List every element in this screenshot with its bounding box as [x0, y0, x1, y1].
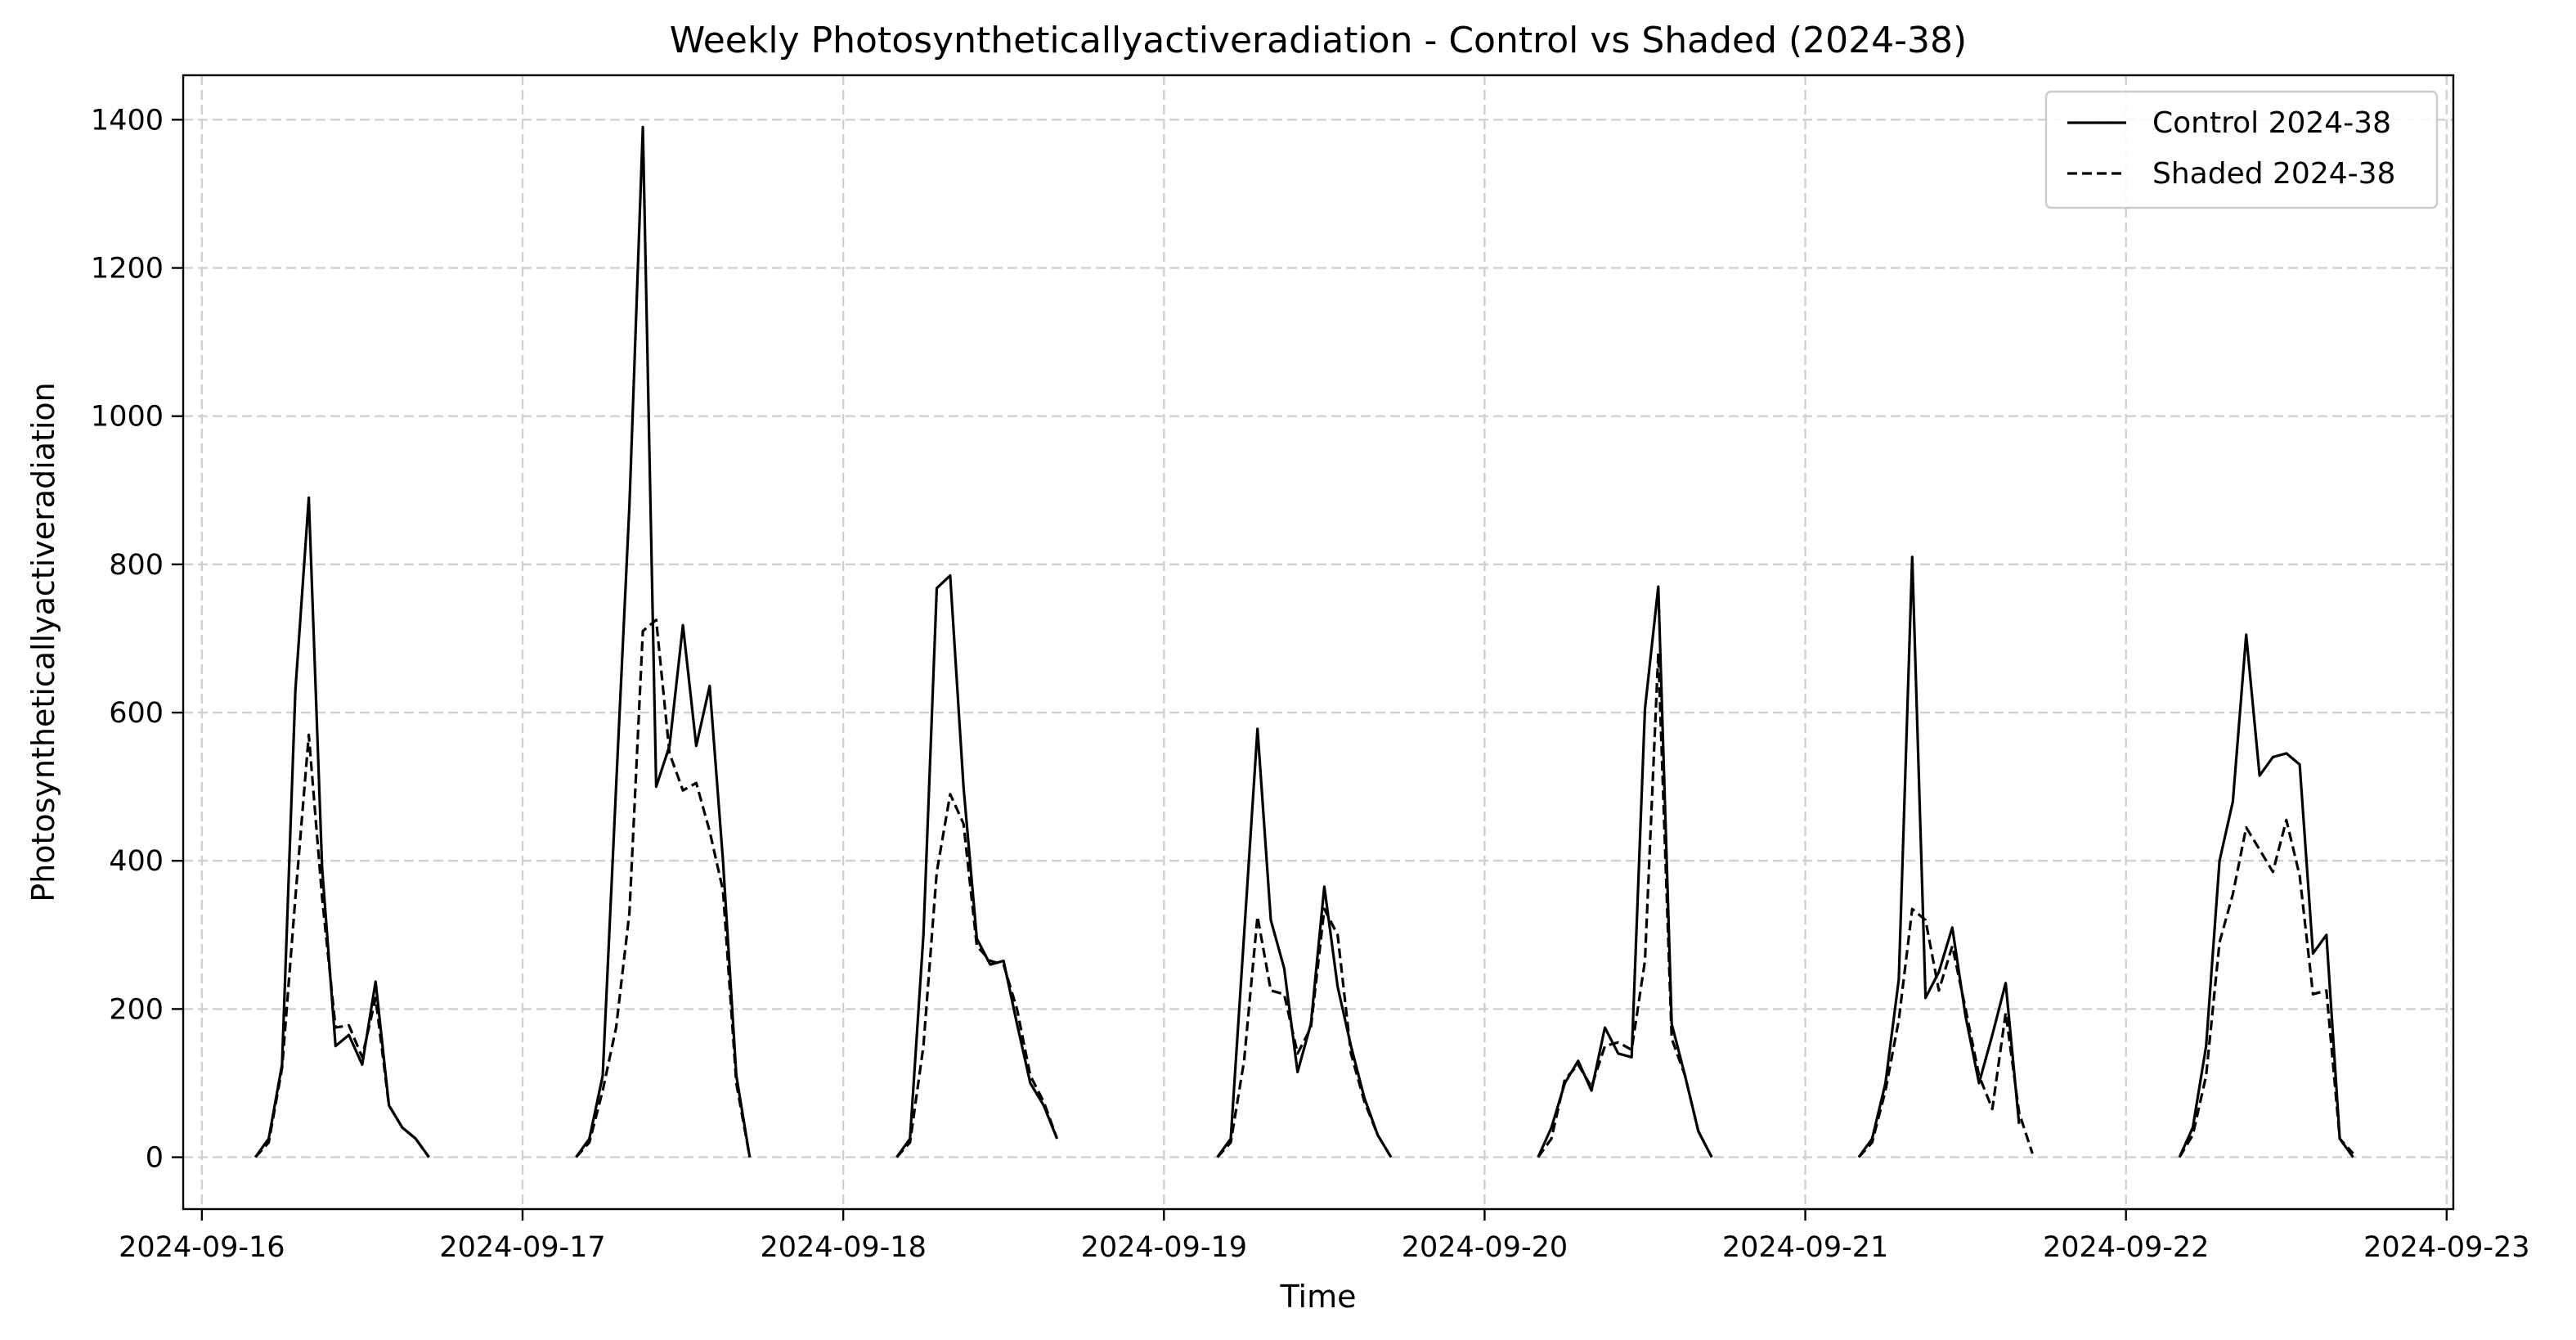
y-axis-label: Photosyntheticallyactiveradiation [25, 382, 61, 902]
x-tick-label: 2024-09-18 [760, 1231, 926, 1264]
series-line-segment [254, 733, 430, 1158]
chart-title: Weekly Photosyntheticallyactiveradiation… [670, 20, 1967, 61]
legend-label-shaded: Shaded 2024-38 [2152, 157, 2395, 191]
x-tick-label: 2024-09-19 [1081, 1231, 1247, 1264]
x-tick-label: 2024-09-23 [2363, 1231, 2529, 1264]
series-line-segment [575, 618, 752, 1158]
series-line-segment [1537, 651, 1713, 1158]
x-axis: 2024-09-16 2024-09-17 2024-09-18 2024-09-19… [119, 1209, 2530, 1264]
plot-frame [182, 74, 2455, 1211]
y-tick-label: 800 [109, 549, 164, 582]
y-tick-label: 400 [109, 845, 164, 878]
series-line-segment [1537, 585, 1713, 1158]
x-tick-label: 2024-09-21 [1722, 1231, 1888, 1264]
series-shaded [254, 618, 2354, 1158]
series-line-segment [575, 125, 752, 1158]
series-line-segment [2178, 818, 2354, 1158]
legend-label-control: Control 2024-38 [2152, 106, 2391, 140]
legend: Control 2024-38 Shaded 2024-38 [2044, 90, 2439, 209]
x-axis-label: Time [1280, 1279, 1357, 1315]
series-line-segment [1216, 727, 1393, 1158]
y-tick-label: 200 [109, 993, 164, 1026]
series-line-segment [2178, 633, 2354, 1158]
x-tick-label: 2024-09-16 [119, 1231, 285, 1264]
y-tick-label: 600 [109, 697, 164, 730]
x-tick-label: 2024-09-20 [1402, 1231, 1568, 1264]
y-tick-label: 1200 [91, 253, 164, 286]
series-line-segment [1216, 907, 1393, 1158]
y-axis: 0 200 400 600 800 1000 1200 1400 [91, 104, 183, 1175]
legend-box [2044, 90, 2439, 209]
x-tick-label: 2024-09-22 [2043, 1231, 2209, 1264]
y-tick-label: 0 [146, 1142, 164, 1175]
series-line-segment [1857, 555, 2021, 1158]
y-tick-label: 1400 [91, 104, 164, 137]
x-tick-label: 2024-09-17 [439, 1231, 605, 1264]
series-line-segment [1857, 907, 2034, 1158]
plot-area [254, 125, 2354, 1158]
y-tick-label: 1000 [91, 401, 164, 434]
